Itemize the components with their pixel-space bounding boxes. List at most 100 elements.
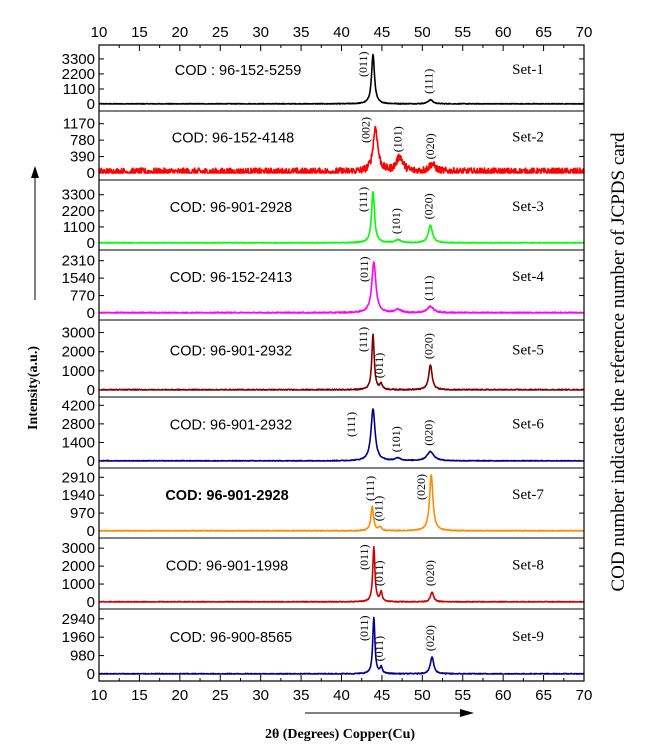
- x-tick-label-top: 15: [131, 24, 148, 41]
- x-tick-label-top: 50: [414, 24, 431, 41]
- x-tick-label-bottom: 55: [454, 687, 471, 704]
- peak-label: (111): [356, 187, 370, 212]
- peak-label: (111): [356, 327, 370, 352]
- x-tick-label-bottom: 10: [91, 687, 108, 704]
- series-line-set-2: [98, 125, 585, 174]
- y-tick-label: 1000: [62, 576, 95, 593]
- y-tick-label: 0: [87, 165, 95, 182]
- set-label: Set-6: [512, 417, 544, 433]
- y-tick-label: 2200: [62, 203, 95, 220]
- y-tick-label: 1540: [62, 270, 95, 287]
- y-tick-label: 3000: [62, 325, 95, 342]
- peak-label: (101): [391, 126, 405, 152]
- y-tick-label: 2000: [62, 558, 95, 575]
- y-tick-label: 2940: [62, 611, 95, 628]
- x-tick-label-top: 40: [333, 24, 350, 41]
- y-tick-label: 1100: [63, 219, 95, 236]
- x-tick-label-top: 30: [252, 24, 269, 41]
- set-label: Set-4: [512, 269, 544, 285]
- x-tick-label-bottom: 50: [414, 687, 431, 704]
- cod-label: COD: 96-152-4148: [172, 131, 295, 147]
- peak-label: (011): [356, 51, 370, 77]
- peak-label: (011): [371, 496, 385, 522]
- series-line-set-8: [98, 545, 585, 603]
- y-tick-label: 390: [70, 149, 95, 166]
- set-label: Set-9: [512, 629, 544, 645]
- set-label: Set-8: [512, 558, 544, 574]
- x-tick-label-bottom: 35: [293, 687, 310, 704]
- y-tick-label: 3000: [62, 540, 95, 557]
- y-tick-label: 2000: [62, 344, 95, 361]
- peak-label: (020): [423, 560, 437, 586]
- peak-label: (111): [344, 412, 358, 437]
- peak-label: (011): [357, 256, 371, 282]
- x-tick-label-top: 65: [535, 24, 552, 41]
- y-tick-label: 2200: [62, 66, 95, 83]
- peak-label: (111): [363, 476, 377, 501]
- x-tick-label-top: 25: [212, 24, 229, 41]
- y-tick-label: 0: [87, 305, 95, 322]
- peak-label: (011): [357, 544, 371, 570]
- peak-label: (020): [421, 333, 435, 359]
- peak-label: (002): [359, 117, 373, 143]
- series-line-set-4: [98, 261, 585, 314]
- y-tick-label: 0: [87, 96, 95, 113]
- y-tick-label: 1000: [62, 363, 95, 380]
- x-tick-label-bottom: 60: [495, 687, 512, 704]
- set-label: Set-3: [512, 199, 544, 215]
- cod-label: COD: 96-901-2928: [170, 200, 293, 216]
- peak-label: (101): [389, 426, 403, 452]
- cod-label: COD: 96-901-2928: [165, 488, 288, 504]
- y-tick-label: 3300: [62, 187, 95, 204]
- peak-label: (011): [357, 615, 371, 641]
- set-label: Set-1: [512, 62, 544, 78]
- x-tick-label-top: 10: [91, 24, 108, 41]
- x-tick-label-top: 20: [171, 24, 188, 41]
- x-tick-label-bottom: 40: [333, 687, 350, 704]
- peak-label: (011): [372, 353, 386, 379]
- peak-label: (020): [414, 474, 428, 500]
- cod-label: COD : 96-152-5259: [175, 63, 302, 79]
- y-tick-label: 2800: [62, 416, 95, 433]
- series-line-set-7: [98, 474, 585, 532]
- y-tick-label: 770: [70, 288, 95, 305]
- cod-label: COD: 96-152-2413: [170, 270, 293, 286]
- x-tick-label-bottom: 70: [576, 687, 593, 704]
- series-line-set-6: [98, 408, 585, 462]
- x-tick-label-bottom: 65: [535, 687, 552, 704]
- y-tick-label: 0: [87, 453, 95, 470]
- x-tick-label-bottom: 25: [212, 687, 229, 704]
- series-line-set-3: [98, 190, 585, 244]
- set-label: Set-7: [512, 487, 544, 503]
- set-label: Set-2: [512, 130, 544, 146]
- peak-label: (020): [421, 420, 435, 446]
- cod-label: COD: 96-901-2932: [170, 418, 293, 434]
- x-tick-label-bottom: 15: [131, 687, 148, 704]
- y-axis-title: Intensity(a.u.): [26, 346, 41, 430]
- x-tick-label-bottom: 30: [252, 687, 269, 704]
- x-tick-label-top: 70: [576, 24, 593, 41]
- peak-label: (020): [423, 133, 437, 159]
- y-tick-label: 4200: [62, 397, 95, 414]
- y-axis-arrow-head: [31, 166, 39, 178]
- peak-label: (111): [421, 276, 435, 301]
- cod-label: COD: 96-900-8565: [170, 630, 293, 646]
- series-line-set-9: [98, 616, 585, 675]
- x-axis-arrow-head: [460, 709, 474, 717]
- y-tick-label: 2910: [62, 469, 95, 486]
- y-tick-label: 2310: [62, 253, 95, 270]
- y-tick-label: 1170: [63, 116, 95, 133]
- x-tick-label-top: 35: [293, 24, 310, 41]
- y-tick-label: 0: [87, 523, 95, 540]
- y-tick-label: 1940: [62, 487, 95, 504]
- y-tick-label: 1100: [63, 81, 95, 98]
- y-tick-label: 0: [87, 594, 95, 611]
- peak-label: (011): [372, 636, 386, 662]
